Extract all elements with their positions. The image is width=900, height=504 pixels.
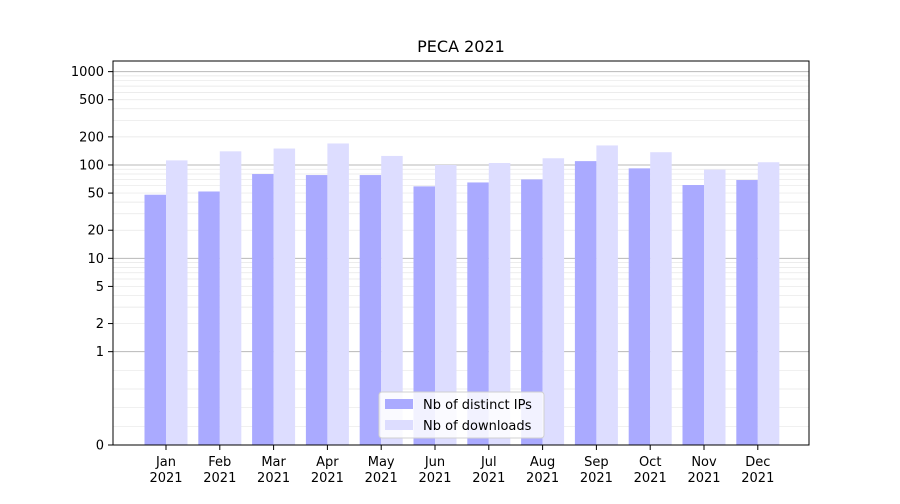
bar-distinct-ips-7 [467,182,489,445]
y-tick-label: 50 [87,187,104,202]
bar-downloads-1 [166,160,188,445]
x-axis: Jan 2021 Feb 2021 Mar 2021 Apr 2021 May 2021 Jun 20… [149,445,774,486]
x-tick-label: Apr 2021 [311,455,344,486]
x-tick-label: Aug 2021 [526,455,559,486]
y-axis: 0 1 2 5 10 20 50 100 200 500 1000 [71,65,113,454]
bar-distinct-ips-12 [736,180,758,445]
legend-swatch [385,420,413,430]
bar-downloads-12 [757,162,780,445]
y-tick-label: 2 [96,317,104,332]
y-tick-label: 20 [87,224,104,239]
bar-distinct-ips-8 [521,179,543,445]
y-tick-label: 200 [79,130,104,145]
bar-downloads-6 [435,164,457,446]
y-tick-label: 5 [96,280,104,295]
y-tick-label: 100 [79,158,104,173]
y-tick-label: 1 [96,345,104,360]
bar-downloads-2 [219,151,242,445]
legend-box [378,391,545,439]
x-tick-label: Feb 2021 [203,455,236,486]
bar-downloads-5 [381,155,403,445]
x-tick-label: Jan 2021 [149,455,182,486]
bar-distinct-ips-3 [252,174,274,445]
legend-label: Nb of downloads [423,419,532,434]
bar-distinct-ips-9 [574,161,597,446]
y-tick-label: 1000 [71,65,104,80]
bar-distinct-ips-4 [305,175,328,445]
bar-downloads-10 [650,152,672,445]
bar-downloads-11 [704,169,726,445]
bar-distinct-ips-5 [359,175,382,445]
x-tick-label: Oct 2021 [634,455,667,486]
y-tick-label: 0 [96,439,104,454]
bar-downloads-7 [488,162,511,445]
plot-frame [112,60,810,446]
y-tick-label: 500 [79,93,104,108]
legend-swatch [385,399,413,409]
x-tick-label: Jun 2021 [418,455,451,486]
bar-downloads-9 [596,145,618,445]
bar-distinct-ips-6 [413,186,435,445]
x-tick-label: Nov 2021 [687,455,720,486]
bar-downloads-8 [542,158,565,445]
legend: Nb of distinct IPs Nb of downloads [378,391,545,439]
x-tick-label: Sep 2021 [580,455,613,486]
bars [144,143,780,446]
bar-distinct-ips-10 [628,168,651,445]
x-tick-label: Mar 2021 [257,455,290,486]
x-tick-label: Dec 2021 [741,455,774,486]
y-tick-label: 10 [87,252,104,267]
bar-distinct-ips-11 [682,185,704,445]
bar-distinct-ips-1 [144,194,166,445]
x-tick-label: May 2021 [365,455,398,486]
chart-title: PECA 2021 [417,37,505,56]
x-tick-label: Jul 2021 [472,455,505,486]
bar-downloads-3 [273,148,296,445]
bar-distinct-ips-2 [198,191,220,445]
bar-downloads-4 [327,143,349,445]
legend-label: Nb of distinct IPs [423,398,532,413]
